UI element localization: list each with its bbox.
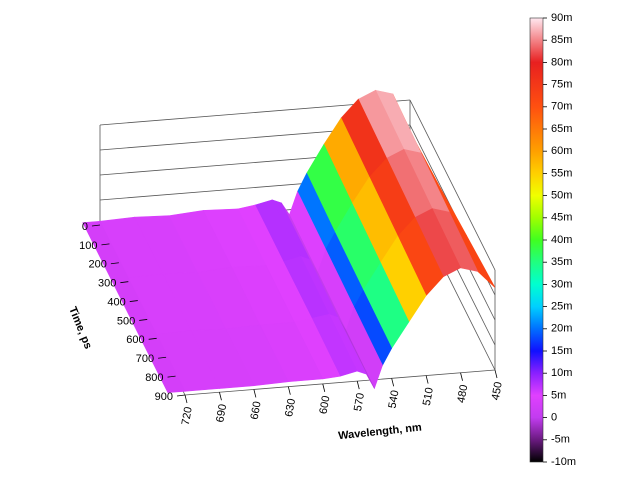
x-tick-label: 510	[421, 386, 436, 406]
y-tick	[120, 281, 129, 284]
y-tick-label: 0	[82, 221, 88, 233]
y-tick-label: 200	[89, 259, 107, 271]
colorbar-tick-label: 15m	[551, 345, 572, 357]
y-tick-label: 800	[145, 372, 163, 384]
y-tick	[110, 262, 119, 265]
x-tick-label: 450	[490, 381, 505, 401]
x-tick-label: 720	[180, 406, 195, 426]
colorbar-tick-label: 20m	[551, 323, 572, 335]
surface	[82, 89, 496, 393]
y-tick	[129, 300, 138, 302]
y-tick-label: 600	[126, 334, 144, 346]
y-tick	[139, 319, 148, 321]
x-tick-label: 540	[386, 389, 401, 409]
x-tick	[460, 372, 463, 381]
axes: 0 100 200 300 400 500 600 700 800 900 720 690 660 630…	[79, 221, 505, 426]
y-tick	[148, 337, 157, 340]
colorbar-tick-label: 85m	[551, 34, 572, 46]
surface-cell	[138, 334, 186, 393]
y-tick-label: 500	[117, 315, 135, 327]
x-tick-label: 570	[352, 392, 367, 412]
x-tick	[391, 378, 395, 387]
x-axis-label: Wavelength, nm	[338, 422, 423, 443]
y-tick-label: 100	[79, 240, 97, 252]
x-tick	[356, 381, 360, 390]
y-tick	[167, 375, 176, 378]
x-tick-label: 600	[318, 395, 333, 415]
colorbar-tick-label: 80m	[551, 56, 572, 68]
colorbar-tick-label: 55m	[551, 167, 572, 179]
colorbar-tick-label: 45m	[551, 212, 572, 224]
colorbar-tick-label: 60m	[551, 145, 572, 157]
x-tick	[253, 389, 257, 398]
x-tick-label: 630	[283, 398, 298, 418]
x-tick-label: 660	[249, 400, 264, 420]
x-tick	[184, 394, 188, 404]
x-tick-label: 690	[214, 403, 229, 423]
colorbar-tick-label: 40m	[551, 234, 572, 246]
colorbar-tick-label: -10m	[551, 456, 576, 468]
colorbar-tick-label: 65m	[551, 123, 572, 135]
colorbar-tick-label: 70m	[551, 101, 572, 113]
x-tick	[287, 386, 291, 395]
colorbar-tick-label: -5m	[551, 434, 570, 446]
colorbar: 90m 85m 80m 75m 70m 65m 60m 55m 50m 45m 40m 35m 30m 2…	[529, 12, 576, 468]
x-tick	[494, 369, 498, 379]
y-tick-label: 300	[98, 278, 116, 290]
x-tick	[425, 375, 429, 384]
colorbar-tick-label: 30m	[551, 278, 572, 290]
box-edge	[184, 369, 496, 396]
y-tick-label: 400	[107, 296, 125, 308]
y-axis-label: Time, ps	[66, 305, 94, 351]
x-tick	[322, 383, 326, 392]
y-tick-label: 700	[136, 353, 154, 365]
y-tick	[176, 394, 186, 397]
x-tick-label: 480	[455, 384, 470, 404]
colorbar-tick-label: 0	[551, 412, 557, 424]
y-tick	[91, 224, 101, 227]
colorbar-tick-label: 75m	[551, 79, 572, 91]
colorbar-fill	[529, 17, 544, 463]
colorbar-tick-label: 50m	[551, 190, 572, 202]
colorbar-tick-label: 35m	[551, 256, 572, 268]
x-tick	[219, 392, 222, 401]
side-grid-line	[409, 99, 496, 271]
colorbar-tick-label: 5m	[551, 389, 566, 401]
colorbar-tick-label: 25m	[551, 301, 572, 313]
colorbar-tick-label: 90m	[551, 12, 572, 24]
y-tick-label: 900	[155, 391, 173, 403]
y-tick	[158, 356, 167, 359]
y-tick	[101, 243, 110, 246]
colorbar-tick-label: 10m	[551, 367, 572, 379]
